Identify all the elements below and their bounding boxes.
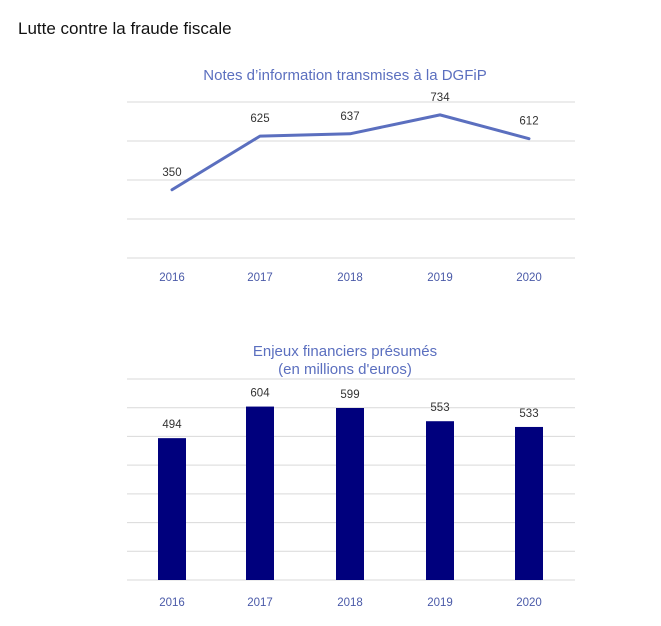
bar-data-label: 599 [340, 389, 359, 401]
line-x-tick-label: 2018 [337, 272, 363, 284]
bar-x-tick-label: 2018 [337, 597, 363, 609]
line-data-label: 637 [340, 111, 359, 123]
bar-x-tick-label: 2017 [247, 597, 273, 609]
bar [426, 421, 454, 580]
bar-chart-data-labels: 494 604 599 553 533 [162, 388, 538, 432]
bar-chart-title-line-2: (en millions d'euros) [278, 361, 412, 378]
bar-x-tick-label: 2016 [159, 597, 185, 609]
line-data-label: 350 [162, 167, 181, 179]
line-data-label: 734 [430, 92, 450, 104]
line-chart-grid [127, 101, 575, 259]
bar-chart-bars [158, 406, 543, 580]
bar-data-label: 604 [250, 388, 270, 400]
line-series [170, 113, 531, 192]
bar [246, 406, 274, 580]
bar [515, 426, 543, 580]
line-x-tick-label: 2017 [247, 272, 273, 284]
bar-data-label: 533 [519, 408, 538, 420]
line-data-label: 612 [519, 116, 538, 128]
bar-chart-x-ticks: 2016 2017 2018 2019 2020 [159, 597, 542, 609]
bar-data-label: 494 [162, 419, 182, 431]
bar-x-tick-label: 2019 [427, 597, 453, 609]
bar [158, 438, 186, 580]
bar-x-tick-label: 2020 [516, 597, 542, 609]
page-title: Lutte contre la fraude fiscale [18, 19, 232, 38]
line-chart-x-ticks: 2016 2017 2018 2019 2020 [159, 272, 542, 284]
bar-chart: Enjeux financiers présumés (en millions … [127, 343, 575, 609]
line-x-tick-label: 2019 [427, 272, 453, 284]
bar-chart-title-line-1: Enjeux financiers présumés [253, 343, 437, 360]
line-x-tick-label: 2020 [516, 272, 542, 284]
line-chart-data-labels: 350 625 637 734 612 [162, 92, 538, 179]
line-chart-title: Notes d’information transmises à la DGFi… [203, 67, 486, 84]
bar [336, 408, 364, 580]
line-data-label: 625 [250, 113, 269, 125]
line-x-tick-label: 2016 [159, 272, 185, 284]
bar-data-label: 553 [430, 402, 449, 414]
line-chart: Notes d’information transmises à la DGFi… [127, 67, 575, 284]
